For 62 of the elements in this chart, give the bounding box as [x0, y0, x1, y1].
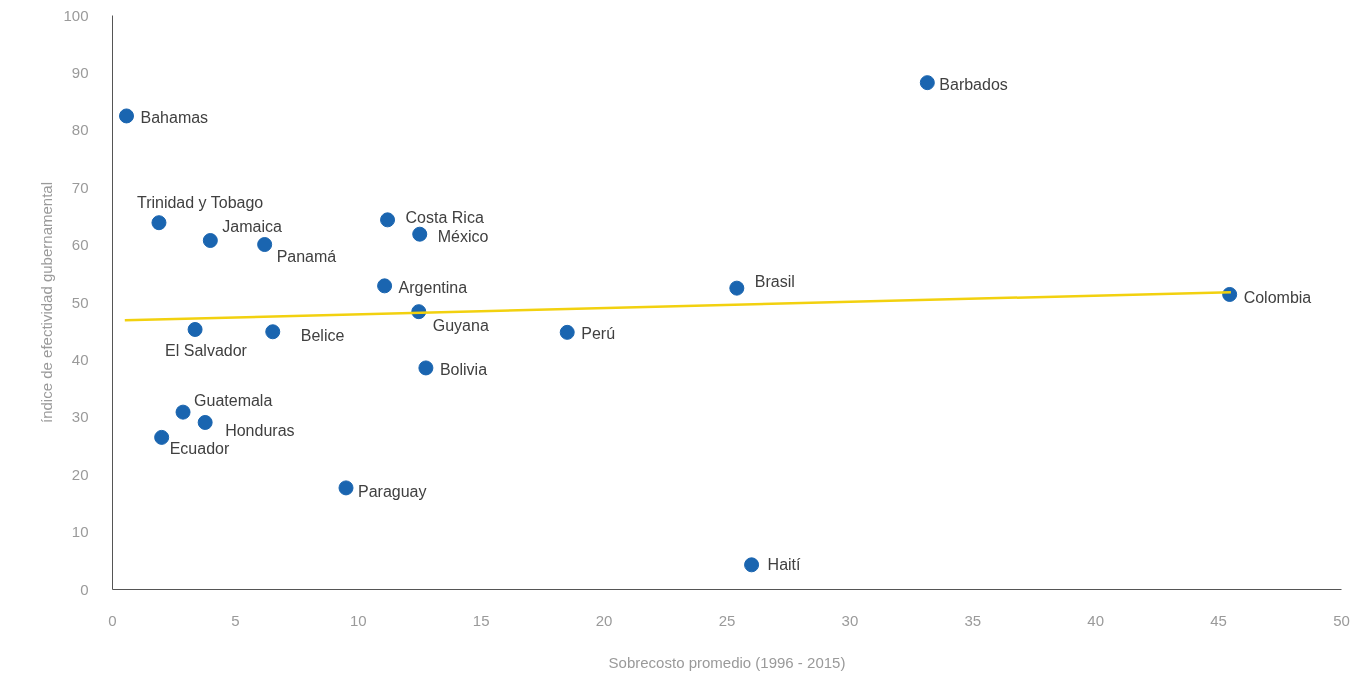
x-tick-label: 15 [472, 611, 490, 629]
annotation: México [437, 228, 489, 246]
annotation: Colombia [1243, 289, 1312, 307]
point [338, 480, 354, 496]
y-tick-label: 90 [71, 63, 89, 81]
annotation: Perú [581, 325, 616, 343]
y-tick-label: 50 [71, 293, 89, 311]
annotation: Trinidad y Tobago [136, 193, 264, 211]
point [412, 226, 428, 242]
point [175, 404, 191, 420]
annotation: Argentina [398, 278, 468, 296]
x-tick-label: 45 [1210, 611, 1227, 629]
y-axis-title: índice de efectividad gubernamental [38, 182, 56, 423]
point [151, 215, 167, 231]
annotation: Panamá [276, 247, 337, 265]
annotation: Bahamas [140, 108, 209, 126]
point [418, 360, 434, 376]
x-tick-label: 0 [108, 611, 117, 629]
annotation: Guatemala [194, 392, 273, 410]
y-tick-label: 0 [80, 580, 89, 598]
point [257, 237, 273, 253]
y-tick-label: 20 [71, 465, 89, 483]
y-tick-label: 60 [71, 236, 89, 254]
x-tick-label: 25 [718, 611, 736, 629]
point [377, 278, 393, 294]
point [729, 280, 745, 296]
annotation: Jamaica [222, 217, 283, 235]
point [154, 429, 170, 445]
annotation: Ecuador [169, 440, 230, 458]
point [559, 324, 575, 340]
point [265, 324, 281, 340]
point [197, 414, 213, 430]
point [119, 108, 135, 124]
annotation: Brasil [754, 273, 795, 291]
annotation: Bolivia [439, 360, 488, 378]
annotation: Paraguay [358, 482, 427, 500]
x-tick-label: 5 [231, 611, 240, 629]
x-tick-label: 30 [841, 611, 859, 629]
point [187, 321, 203, 337]
point [744, 557, 760, 573]
point [202, 233, 218, 248]
annotation: Haití [767, 555, 802, 573]
annotation: Costa Rica [405, 208, 484, 226]
x-tick-label: 50 [1333, 611, 1350, 629]
annotation: Belice [300, 326, 345, 344]
x-axis-title: Sobrecosto promedio (1996 - 2015) [608, 653, 846, 671]
y-tick-label: 10 [71, 523, 89, 541]
y-tick-label: 70 [71, 178, 89, 196]
point [380, 212, 396, 228]
annotation: Honduras [225, 422, 295, 440]
x-tick-label: 20 [595, 611, 613, 629]
y-tick-label: 100 [63, 6, 89, 24]
annotation: Guyana [432, 316, 489, 334]
y-tick-label: 40 [71, 350, 89, 368]
annotation: Barbados [939, 75, 1008, 93]
x-tick-label: 35 [964, 611, 982, 629]
x-tick-label: 10 [349, 611, 367, 629]
point [919, 75, 935, 91]
y-tick-label: 80 [71, 121, 89, 139]
annotation: El Salvador [165, 342, 248, 360]
y-tick-label: 30 [71, 408, 89, 426]
x-tick-label: 40 [1087, 611, 1105, 629]
